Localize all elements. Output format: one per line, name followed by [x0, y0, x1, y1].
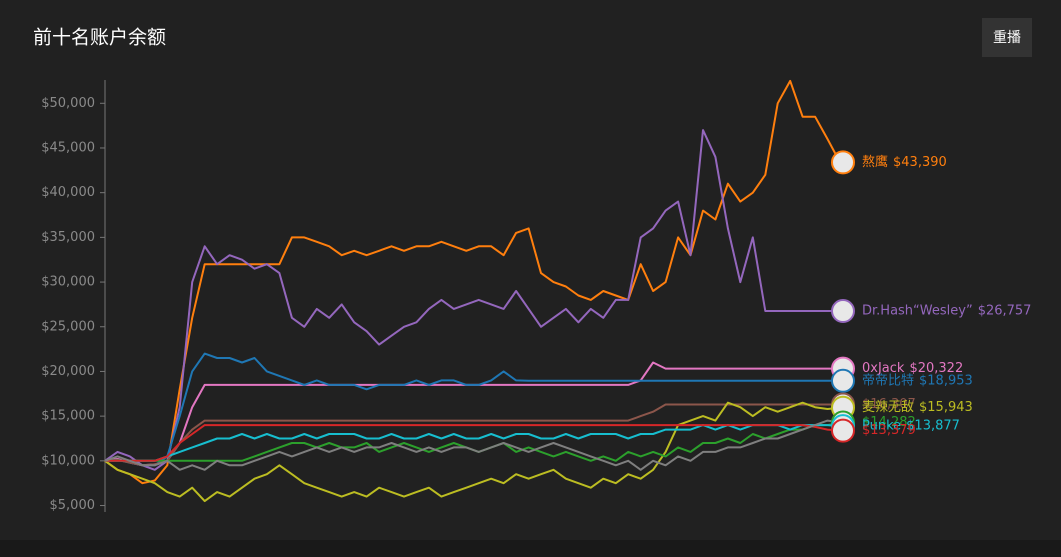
y-tick-label: $10,000: [41, 453, 95, 468]
series-line: [105, 424, 841, 462]
legend-name: 熬鹰: [862, 154, 888, 170]
legend-name: 麦辣无敌: [862, 400, 914, 415]
avatar: [831, 299, 855, 324]
series-line: [105, 424, 841, 462]
series-line: [104, 401, 841, 503]
y-tick-label: $25,000: [41, 319, 95, 334]
series-line: [104, 79, 841, 485]
series-line: [104, 352, 840, 467]
chart-title: 前十名账户余额: [33, 27, 166, 49]
y-tick-label: $30,000: [41, 275, 95, 290]
end-value-label: $18,953: [919, 373, 973, 388]
y-tick-label: $20,000: [41, 364, 95, 379]
end-value-label: $26,757: [978, 304, 1032, 319]
legend-name: Dr.Hash“Wesley”: [862, 304, 973, 319]
y-tick-label: $5,000: [50, 498, 96, 513]
y-tick-label: $40,000: [41, 185, 95, 200]
panel: [0, 0, 1061, 540]
legend-name: 帝帝比特: [862, 372, 914, 388]
legend-name: Punke: [862, 419, 901, 434]
series-line: [104, 419, 841, 471]
replay-label[interactable]: 重播: [993, 30, 1021, 46]
replay-button[interactable]: [982, 18, 1032, 57]
series-line: [104, 129, 840, 471]
end-value-label: $43,390: [893, 155, 947, 170]
y-tick-label: $15,000: [41, 409, 95, 424]
end-value-label: $14,282: [862, 415, 916, 430]
end-value-label: $13,379: [862, 423, 916, 438]
avatar: [831, 150, 855, 175]
avatar: [831, 368, 855, 393]
y-tick-label: $35,000: [41, 230, 95, 245]
end-value-label: $13,877: [906, 419, 960, 434]
series-line: [104, 403, 840, 467]
y-tick-label: $50,000: [41, 96, 95, 111]
legend-name: 0xJack: [862, 361, 905, 376]
y-tick-label: $45,000: [41, 140, 95, 155]
end-value-label: $20,322: [909, 361, 963, 376]
end-value-label: $16,307: [862, 397, 916, 412]
avatar: [831, 418, 855, 443]
end-value-label: $15,943: [919, 400, 973, 415]
